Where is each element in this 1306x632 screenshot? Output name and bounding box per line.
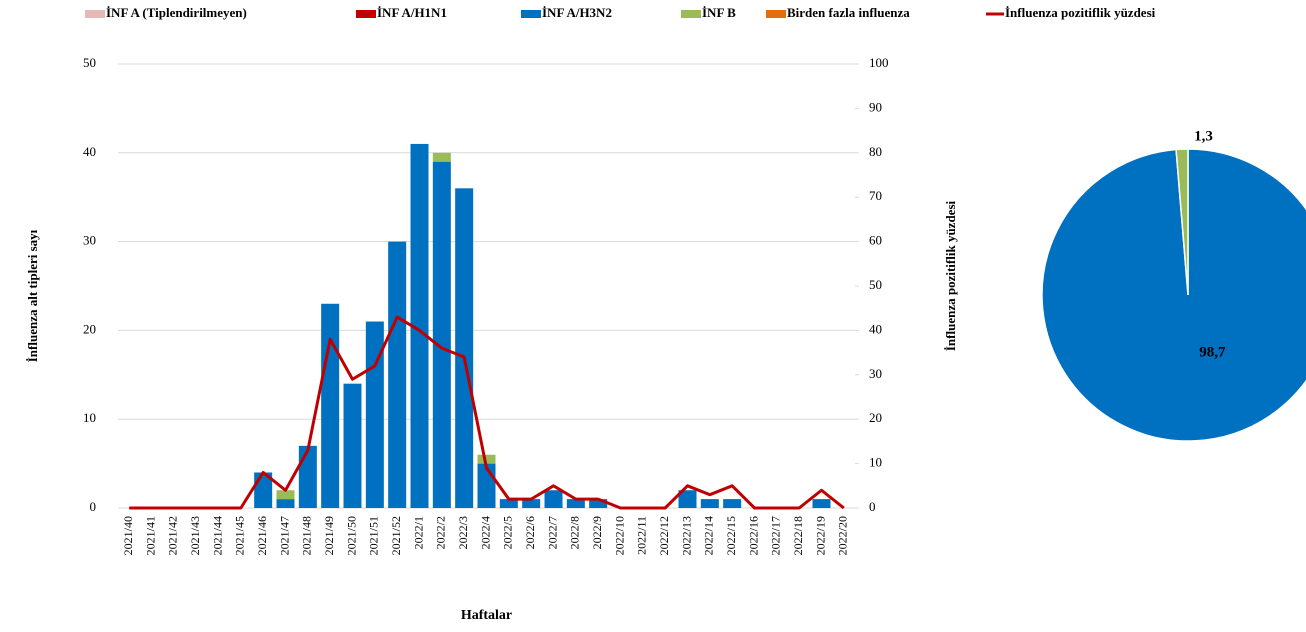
x-tick-label: 2021/47 — [277, 516, 291, 555]
bar — [678, 490, 697, 508]
legend-label: İNF A/H1N1 — [377, 5, 447, 20]
bar — [499, 499, 518, 508]
x-tick-label: 2022/5 — [501, 516, 515, 549]
x-tick-label: 2021/41 — [143, 516, 157, 555]
x-tick-label: 2021/40 — [121, 516, 135, 555]
x-tick-label: 2022/19 — [813, 516, 827, 555]
legend-label: Birden fazla influenza — [787, 5, 910, 20]
x-tick-label: 2021/52 — [389, 516, 403, 555]
x-tick-label: 2022/8 — [568, 516, 582, 549]
y2-tick-label: 10 — [869, 455, 882, 470]
x-tick-label: 2021/46 — [255, 516, 269, 555]
x-tick-label: 2022/1 — [411, 516, 425, 549]
pie-slice — [1041, 148, 1306, 442]
x-tick-label: 2022/14 — [702, 516, 716, 555]
bar — [812, 499, 831, 508]
x-tick-label: 2022/2 — [434, 516, 448, 549]
x-tick-label: 2021/44 — [210, 516, 224, 555]
bar — [276, 499, 295, 508]
y-axis-title: İnfluenza alt tipleri sayı — [25, 229, 40, 362]
x-tick-label: 2022/4 — [478, 516, 492, 549]
legend-label: İnfluenza pozitiflik yüzdesi — [1005, 5, 1156, 20]
x-tick-label: 2021/50 — [344, 516, 358, 555]
x-tick-label: 2021/42 — [166, 516, 180, 555]
y2-tick-label: 30 — [869, 366, 882, 381]
x-tick-label: 2022/3 — [456, 516, 470, 549]
x-tick-label: 2022/18 — [791, 516, 805, 555]
y2-tick-label: 0 — [869, 499, 876, 514]
bar — [432, 152, 451, 162]
x-tick-label: 2021/51 — [367, 516, 381, 555]
bar — [544, 490, 563, 508]
bar — [410, 143, 429, 509]
y-tick-label: 50 — [83, 55, 96, 70]
x-tick-label: 2021/43 — [188, 516, 202, 555]
line — [129, 315, 845, 510]
y2-tick-label: 80 — [869, 144, 882, 159]
pie-slice — [1175, 148, 1189, 296]
x-tick-label: 2021/49 — [322, 516, 336, 555]
pie-label: 98,7 — [1199, 344, 1226, 360]
legend-label: İNF B — [702, 5, 736, 20]
bar — [276, 490, 295, 500]
bar — [477, 454, 496, 464]
bar — [343, 383, 362, 508]
bar — [522, 499, 541, 508]
y2-tick-label: 20 — [869, 410, 882, 425]
bar — [566, 499, 585, 508]
bar — [700, 499, 719, 508]
y2-tick-label: 50 — [869, 277, 882, 292]
pie-label: 1,3 — [1194, 129, 1213, 145]
bar — [589, 499, 608, 508]
legend-swatch — [521, 10, 541, 18]
legend-label: İNF A/H3N2 — [542, 5, 612, 20]
x-tick-label: 2022/6 — [523, 516, 537, 549]
y-tick-label: 20 — [83, 321, 96, 336]
y2-tick-label: 100 — [869, 55, 889, 70]
x-tick-label: 2022/20 — [836, 516, 850, 555]
bar — [455, 188, 474, 508]
bar — [388, 241, 407, 508]
y-tick-label: 0 — [90, 499, 97, 514]
x-tick-label: 2022/17 — [769, 516, 783, 555]
legend-swatch — [766, 10, 786, 18]
x-tick-label: 2021/45 — [233, 516, 247, 555]
x-tick-label: 2022/7 — [545, 516, 559, 549]
legend-swatch — [85, 10, 105, 18]
y2-tick-label: 90 — [869, 99, 882, 114]
y-tick-label: 10 — [83, 410, 96, 425]
x-tick-label: 2022/12 — [657, 516, 671, 555]
x-tick-label: 2022/9 — [590, 516, 604, 549]
bar — [321, 303, 340, 508]
x-tick-label: 2022/11 — [635, 516, 649, 555]
bar — [432, 161, 451, 508]
x-tick-label: 2022/16 — [746, 516, 760, 555]
y2-tick-label: 40 — [869, 321, 882, 336]
legend-label: İNF A (Tiplendirilmeyen) — [106, 5, 247, 20]
bar — [723, 499, 742, 508]
x-tick-label: 2022/15 — [724, 516, 738, 555]
x-tick-label: 2022/13 — [679, 516, 693, 555]
y2-tick-label: 60 — [869, 233, 882, 248]
y-tick-label: 40 — [83, 144, 96, 159]
y2-tick-label: 70 — [869, 188, 882, 203]
legend-swatch — [356, 10, 376, 18]
legend-swatch — [681, 10, 701, 18]
x-tick-label: 2022/10 — [612, 516, 626, 555]
y-tick-label: 30 — [83, 233, 96, 248]
x-axis-title: Haftalar — [461, 608, 512, 623]
bar — [298, 445, 317, 508]
x-tick-label: 2021/48 — [300, 516, 314, 555]
y2-axis-title: İnfluenza pozitiflik yüzdesi — [943, 201, 958, 352]
